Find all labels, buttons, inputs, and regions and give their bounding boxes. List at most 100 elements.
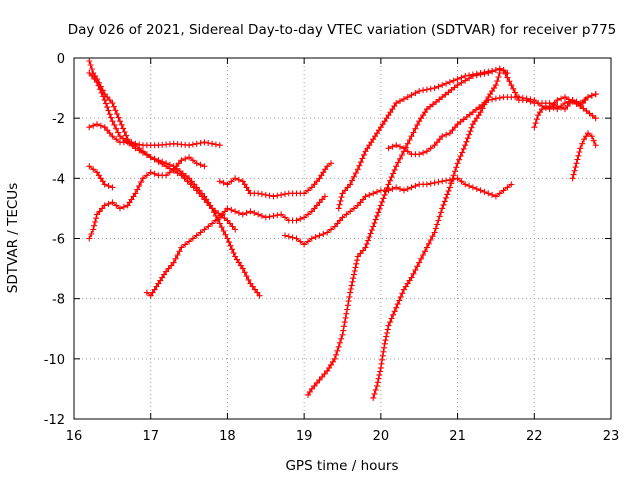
data-point [588, 133, 595, 140]
series-track-12 [385, 94, 599, 158]
data-point [460, 116, 467, 123]
data-point [209, 140, 216, 147]
data-point [500, 67, 507, 74]
data-point [224, 217, 231, 224]
data-point [109, 184, 116, 191]
data-point [101, 181, 108, 188]
data-point [128, 140, 135, 146]
data-point [254, 289, 261, 296]
data-point [316, 199, 323, 206]
data-point [321, 370, 328, 377]
data-point [374, 188, 380, 195]
data-point [431, 229, 438, 236]
data-point [109, 100, 116, 107]
data-point [109, 133, 116, 140]
series-track-2 [86, 70, 239, 233]
series-track-6 [143, 193, 328, 299]
data-point [427, 237, 434, 243]
data-point [576, 149, 583, 155]
data-point [375, 375, 382, 382]
data-point [457, 153, 464, 160]
data-point [387, 177, 394, 184]
data-point [460, 145, 467, 152]
data-point [193, 160, 200, 167]
data-point [342, 314, 349, 321]
data-point [454, 175, 461, 182]
data-point [394, 301, 401, 308]
data-point [123, 132, 130, 139]
data-point [347, 181, 354, 188]
data-point [431, 85, 438, 92]
data-point [120, 135, 127, 142]
data-point [377, 202, 384, 209]
data-point [197, 229, 204, 236]
data-point [589, 112, 596, 119]
data-point [393, 184, 400, 191]
data-point [334, 220, 341, 227]
data-point [366, 234, 373, 240]
data-point [404, 148, 411, 155]
data-point [440, 201, 447, 208]
data-point [220, 179, 227, 186]
data-point [350, 275, 357, 282]
data-point [112, 107, 119, 114]
data-point [577, 103, 584, 110]
data-point [251, 209, 258, 216]
data-point [324, 163, 331, 170]
data-point [400, 145, 407, 152]
data-point [515, 94, 522, 101]
data-point [189, 157, 196, 164]
data-point [354, 257, 361, 264]
data-point [408, 133, 415, 140]
data-point [562, 94, 568, 101]
data-point [590, 137, 597, 144]
data-point [201, 139, 208, 146]
data-point [218, 224, 225, 231]
data-point [104, 127, 111, 134]
data-point [400, 187, 407, 194]
data-point [458, 178, 465, 185]
data-point [383, 333, 390, 340]
data-point [468, 124, 475, 131]
data-point [574, 156, 581, 163]
data-point [109, 199, 116, 206]
data-point [510, 85, 517, 92]
data-point [550, 104, 557, 111]
data-point [427, 180, 434, 187]
data-point [412, 267, 419, 274]
data-point [473, 106, 479, 113]
data-point [178, 244, 185, 251]
data-point [466, 182, 473, 189]
data-point [412, 90, 419, 97]
series-track-10 [305, 65, 511, 398]
data-point [224, 235, 231, 242]
data-point [527, 96, 534, 103]
data-point [226, 239, 232, 246]
data-point [98, 89, 105, 96]
data-point [197, 161, 204, 168]
data-point [439, 82, 446, 89]
data-point [151, 170, 158, 177]
data-point [370, 223, 377, 230]
data-point [410, 129, 417, 136]
data-point [143, 152, 150, 158]
y-tick-label: -10 [44, 353, 65, 368]
data-point [106, 130, 113, 137]
data-point [422, 248, 428, 255]
data-point [399, 290, 406, 297]
data-point [365, 237, 372, 244]
data-point [404, 185, 411, 192]
data-point [408, 92, 415, 99]
data-point [388, 315, 395, 322]
data-point [104, 104, 111, 111]
data-point [305, 187, 311, 194]
axis-ticks: 16 17 18 19 20 21 22 23 0 -2 -4 -6 -8 -10 -12 [44, 52, 620, 444]
data-point [481, 70, 488, 77]
data-point [572, 164, 579, 171]
data-point [97, 86, 104, 93]
data-point [356, 162, 363, 169]
data-point [473, 185, 480, 192]
data-point [334, 347, 341, 354]
